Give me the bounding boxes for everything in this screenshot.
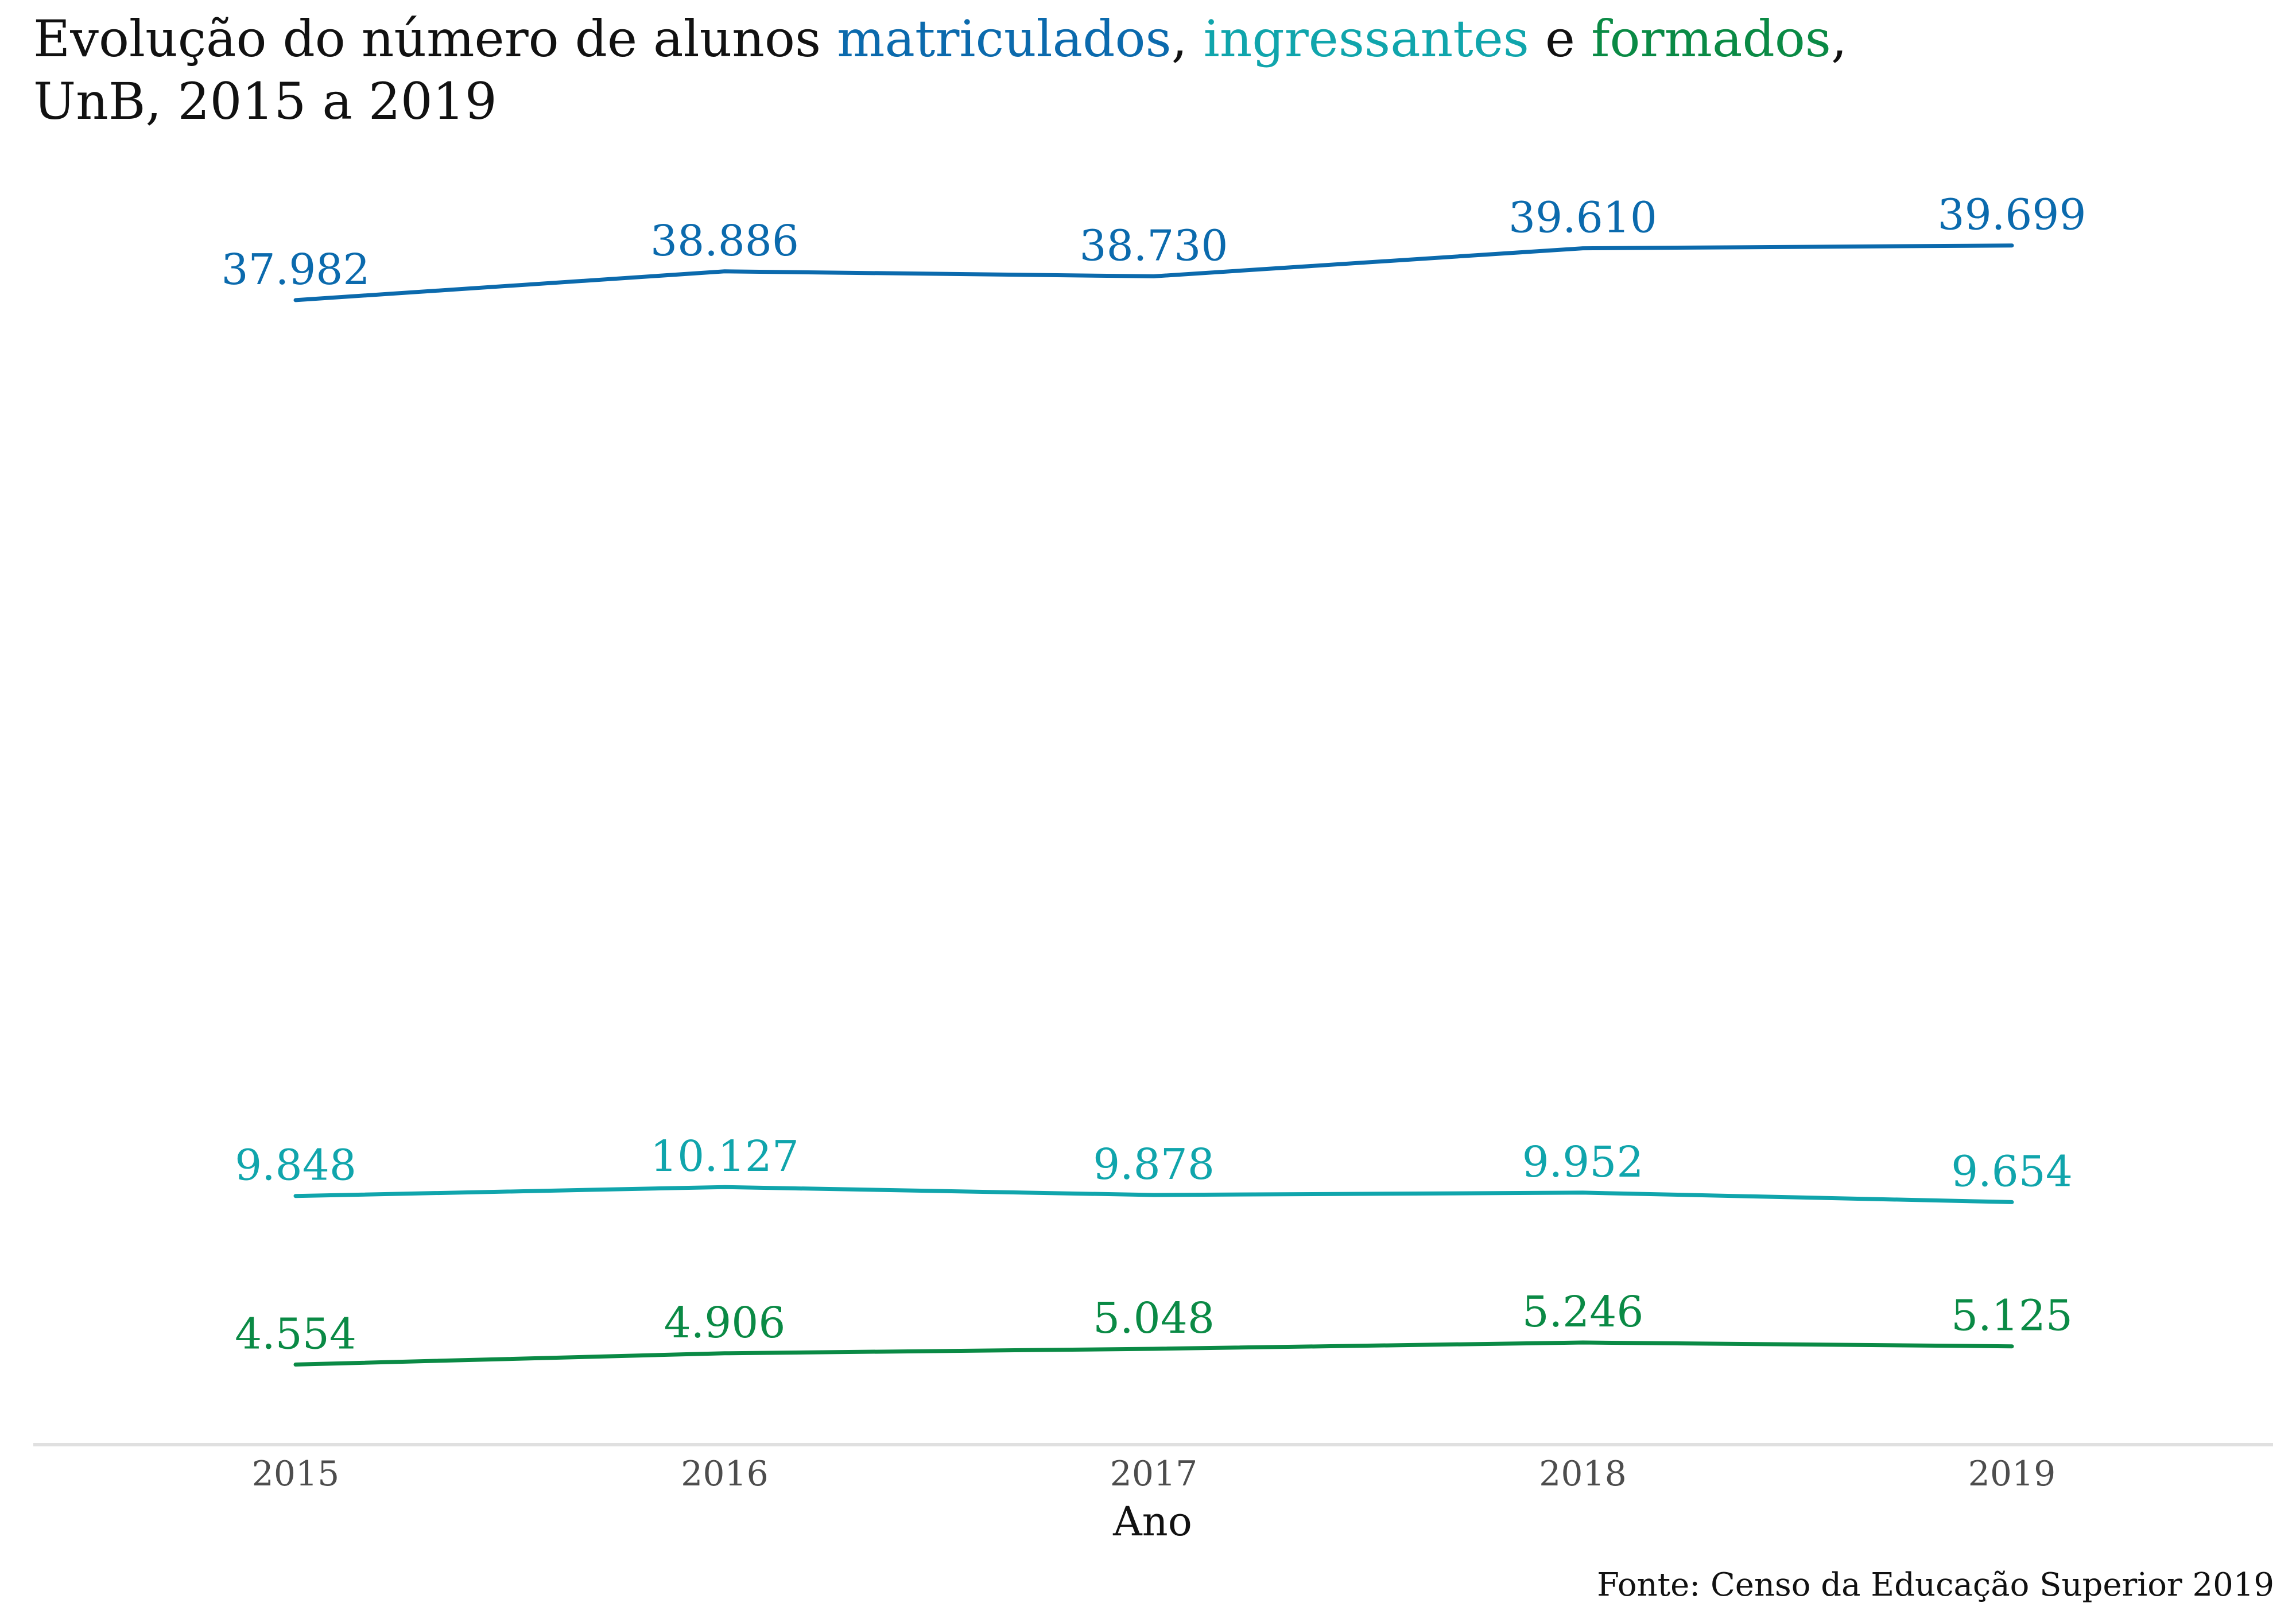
data-label-ingressantes-2017: 9.878 — [1093, 1140, 1215, 1189]
title-ingressantes: ingressantes — [1204, 9, 1529, 68]
data-label-ingressantes-2018: 9.952 — [1522, 1138, 1644, 1187]
x-axis-ticks: 2015 2016 2017 2018 2019 — [252, 1454, 2056, 1494]
data-label-ingressantes-2019: 9.654 — [1951, 1147, 2073, 1196]
data-label-formados-2015: 4.554 — [235, 1309, 356, 1359]
data-label-matriculados-2016: 38.886 — [650, 216, 799, 266]
data-label-formados-2016: 4.906 — [664, 1298, 786, 1348]
data-label-matriculados-2015: 37.982 — [222, 245, 370, 294]
title-sep-1: , — [1172, 9, 1204, 68]
title-formados: formados — [1591, 9, 1831, 68]
x-tick-label-2016: 2016 — [681, 1454, 769, 1494]
series-line-formados — [293, 1340, 2014, 1367]
data-label-matriculados-2018: 39.610 — [1508, 193, 1657, 243]
data-label-matriculados-2017: 38.730 — [1080, 221, 1228, 270]
source-note: Fonte: Censo da Educação Superior 2019 — [1597, 1566, 2274, 1604]
data-label-formados-2017: 5.048 — [1093, 1294, 1215, 1343]
x-tick-label-2019: 2019 — [1968, 1454, 2056, 1494]
x-axis-title: Ano — [1112, 1498, 1192, 1545]
title-end: , — [1831, 9, 1847, 68]
x-tick-label-2018: 2018 — [1539, 1454, 1627, 1494]
chart-title-line-1: Evolução do número de alunos matriculado… — [33, 9, 1847, 68]
data-label-ingressantes-2016: 10.127 — [650, 1132, 799, 1181]
data-label-formados-2019: 5.125 — [1951, 1291, 2073, 1341]
data-label-formados-2018: 5.246 — [1522, 1287, 1644, 1337]
series-line-matriculados — [293, 243, 2014, 302]
x-tick-label-2015: 2015 — [252, 1454, 340, 1494]
title-sep-2: e — [1529, 9, 1591, 68]
data-label-ingressantes-2015: 9.848 — [235, 1141, 356, 1190]
data-label-matriculados-2019: 39.699 — [1938, 191, 2086, 240]
x-tick-label-2017: 2017 — [1110, 1454, 1198, 1494]
title-matriculados: matriculados — [837, 9, 1172, 68]
series-line-ingressantes — [293, 1185, 2014, 1204]
chart-title-line-2: UnB, 2015 a 2019 — [33, 72, 497, 131]
title-prefix: Evolução do número de alunos — [33, 9, 837, 68]
series-group: 37.982 38.886 38.730 39.610 39.699 9.848 10.12… — [222, 191, 2086, 1367]
